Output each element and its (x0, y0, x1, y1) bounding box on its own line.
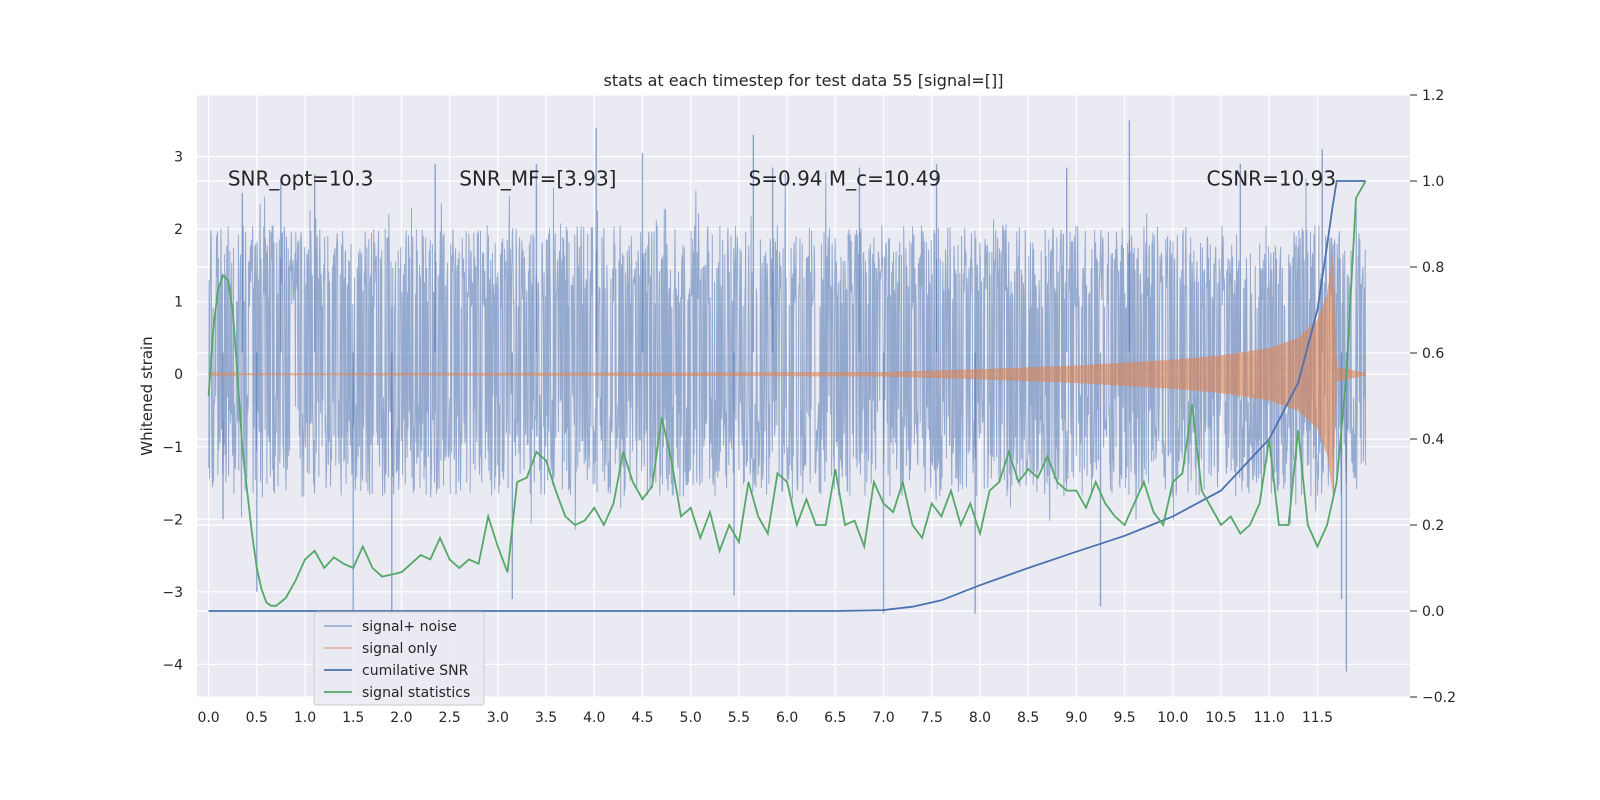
y2-tick-label-1: 0.0 (1422, 604, 1444, 620)
x-tick-label-9: 4.5 (631, 710, 653, 726)
plot-area (197, 94, 1410, 698)
y-tick-label-5: 1 (174, 295, 183, 311)
x-axis: 0.0 0.5 1.0 1.5 2.0 2.5 3.0 3.5 4.0 4.5 5.0 5.5 6.0 6… (197, 710, 1333, 726)
y2-tick-label-2: 0.2 (1422, 518, 1444, 534)
legend: signal+ noise signal only cumilative SNR si… (313, 611, 485, 706)
x-tick-label-10: 5.0 (680, 710, 702, 726)
x-tick-label-22: 11.0 (1254, 710, 1285, 726)
x-tick-label-21: 10.5 (1205, 710, 1236, 726)
y2-tick-label-5: 0.8 (1422, 260, 1444, 276)
x-tick-label-12: 6.0 (776, 710, 798, 726)
y-tick-label-1: −3 (162, 585, 183, 601)
x-tick-label-14: 7.0 (872, 710, 894, 726)
y-tick-label-0: −4 (162, 657, 183, 673)
y2-tick-label-7: 1.2 (1422, 88, 1444, 104)
y-axis-label: Whitened strain (138, 336, 156, 455)
series-signal-only (208, 257, 1367, 494)
x-tick-label-8: 4.0 (583, 710, 605, 726)
x-tick-label-16: 8.0 (969, 710, 991, 726)
y-tick-label-7: 3 (174, 150, 183, 166)
annotation-spin: S=0.94 M_c=10.49 (749, 166, 942, 190)
legend-label-3: signal statistics (362, 685, 470, 701)
y-tick-label-2: −2 (162, 512, 183, 528)
signal-statistics-line (207, 180, 1367, 607)
legend-label-1: signal only (362, 641, 437, 657)
y-tick-label-4: 0 (174, 367, 183, 383)
y2-tick-label-4: 0.6 (1422, 346, 1444, 362)
x-tick-label-13: 6.5 (824, 710, 846, 726)
legend-label-0: signal+ noise (362, 619, 457, 635)
series-signal-statistics (207, 180, 1367, 607)
annotation-csnr: CSNR=10.93 (1207, 166, 1337, 190)
x-tick-label-7: 3.5 (535, 710, 557, 726)
legend-label-2: cumilative SNR (362, 663, 469, 679)
x-tick-label-0: 0.0 (197, 710, 219, 726)
y2-tick-label-6: 1.0 (1422, 174, 1444, 190)
x-tick-label-2: 1.0 (294, 710, 316, 726)
annotations: SNR_opt=10.3 SNR_MF=[3.93] S=0.94 M_c=10.4… (228, 166, 1336, 190)
x-tick-label-17: 8.5 (1017, 710, 1039, 726)
annotation-snr-opt: SNR_opt=10.3 (228, 166, 374, 190)
chart-title: stats at each timestep for test data 55 … (604, 71, 1004, 90)
x-tick-label-1: 0.5 (246, 710, 268, 726)
y2-tick-label-3: 0.4 (1422, 432, 1444, 448)
y-tick-label-6: 2 (174, 222, 183, 238)
y-axis-right: −0.2 0.0 0.2 0.4 0.6 0.8 1.0 1.2 (1410, 88, 1456, 706)
cumulative-snr-line (208, 180, 1366, 612)
signal-only-trace (208, 257, 1367, 494)
y-tick-label-3: −1 (162, 440, 183, 456)
y2-tick-label-0: −0.2 (1422, 690, 1456, 706)
x-tick-label-11: 5.5 (728, 710, 750, 726)
x-tick-label-18: 9.0 (1065, 710, 1087, 726)
legend-box (313, 611, 485, 706)
x-tick-label-5: 2.5 (438, 710, 460, 726)
x-tick-label-19: 9.5 (1113, 710, 1135, 726)
x-tick-label-15: 7.5 (921, 710, 943, 726)
x-tick-label-4: 2.0 (390, 710, 412, 726)
x-tick-label-3: 1.5 (342, 710, 364, 726)
x-tick-label-23: 11.5 (1302, 710, 1333, 726)
y-axis-left: −4 −3 −2 −1 0 1 2 3 (162, 150, 183, 674)
series-cumulative-snr (208, 180, 1366, 612)
x-tick-label-20: 10.0 (1157, 710, 1188, 726)
x-tick-label-6: 3.0 (487, 710, 509, 726)
annotation-snr-mf: SNR_MF=[3.93] (459, 166, 616, 190)
